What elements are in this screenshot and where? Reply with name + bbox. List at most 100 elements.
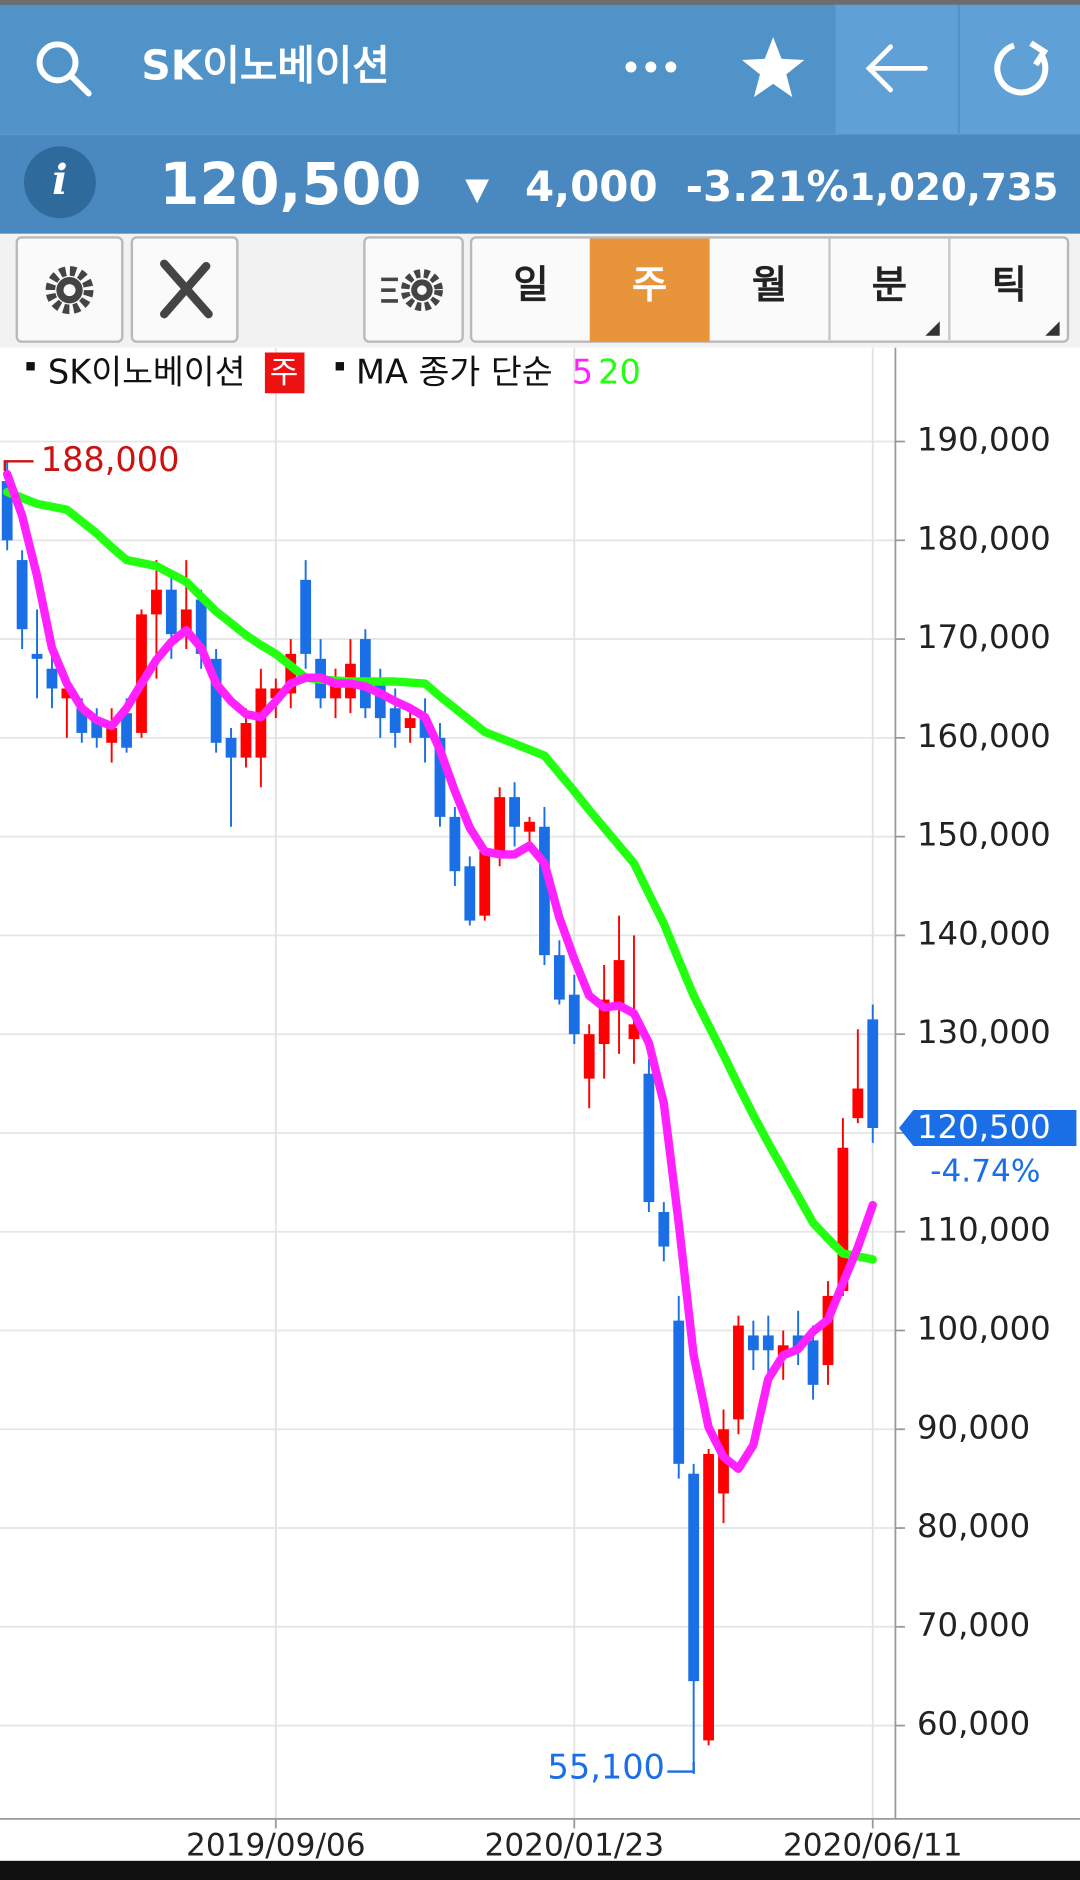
low-label: 55,100 <box>548 1748 665 1787</box>
favorite-star[interactable] <box>741 37 805 98</box>
period-tab[interactable]: 월 <box>752 263 787 308</box>
candle-body <box>404 718 416 728</box>
candle-body <box>106 727 118 743</box>
candle-body <box>673 1320 685 1464</box>
legend-indicator: MA 종가 단순 <box>356 353 553 392</box>
candle-body <box>195 599 207 654</box>
candle-body <box>359 639 371 709</box>
candle-body <box>151 589 162 615</box>
moving-average-line <box>2 487 877 1264</box>
search-handle <box>67 72 92 97</box>
change-direction: ▼ <box>465 172 489 208</box>
candle-body <box>539 826 550 956</box>
candle-body <box>703 1453 714 1741</box>
candle-body <box>837 1147 849 1291</box>
candle-body <box>165 589 177 635</box>
candle-body <box>613 960 625 1005</box>
search-icon[interactable] <box>36 41 92 97</box>
y-tick-label: 180,000 <box>917 519 1051 557</box>
period-tab-active[interactable] <box>589 238 710 342</box>
candle-body <box>464 866 476 921</box>
y-tick-label: 140,000 <box>917 914 1051 952</box>
legend-bullet <box>26 362 35 371</box>
settings-gear-hole <box>63 284 76 297</box>
candle-body <box>479 851 491 916</box>
tab-submenu-mark <box>925 321 940 336</box>
last-price-label: 120,500 <box>917 1108 1051 1146</box>
candle-body <box>733 1325 744 1420</box>
info-letter: i <box>52 156 67 204</box>
y-tick-label: 60,000 <box>917 1705 1030 1743</box>
refresh-icon <box>994 40 1049 96</box>
period-tab[interactable]: 주 <box>632 263 667 308</box>
last-price-tag <box>899 1110 1077 1146</box>
x-tick-label: 2020/01/23 <box>485 1827 665 1863</box>
candle-body <box>300 579 312 654</box>
candle-body <box>210 658 222 743</box>
legend-stock: SK이노베이션 <box>48 353 246 392</box>
legend-bullet <box>335 362 345 371</box>
quote-bar <box>0 134 1080 234</box>
candle-body <box>777 1345 789 1356</box>
y-tick-label: 160,000 <box>917 717 1051 755</box>
stock-name[interactable]: SK이노베이션 <box>141 41 389 89</box>
period-tab[interactable]: 틱 <box>992 263 1027 308</box>
search-circle <box>36 41 79 84</box>
indicator-gear-hole <box>417 285 427 295</box>
tools-icon <box>160 259 213 319</box>
candle-body <box>583 1034 595 1079</box>
candle-body <box>628 1024 640 1040</box>
candle-body <box>419 718 431 738</box>
candle-body <box>76 708 88 733</box>
candle-body <box>449 816 461 872</box>
high-marker-arrow <box>3 460 34 471</box>
candle-body <box>553 955 565 1000</box>
candle-body <box>822 1295 834 1366</box>
chart-area <box>0 347 1080 1819</box>
indicator-gear <box>400 269 443 312</box>
y-tick-label: 130,000 <box>917 1013 1051 1051</box>
y-tick-label: 110,000 <box>917 1211 1051 1249</box>
candle-body <box>867 1019 879 1129</box>
status-edge <box>0 0 1080 5</box>
candle-body <box>374 683 386 719</box>
refresh-button[interactable] <box>960 4 1080 135</box>
last-change-label: -4.74% <box>930 1153 1040 1189</box>
volume: 1,020,735 <box>849 166 1058 209</box>
settings-gear <box>45 266 94 315</box>
candle-body <box>598 999 610 1045</box>
candle-body <box>121 713 132 748</box>
period-tab[interactable]: 분 <box>872 263 907 308</box>
candle-body <box>91 718 103 738</box>
candle-body <box>807 1340 819 1385</box>
y-tick-label: 90,000 <box>917 1408 1030 1446</box>
y-tick-label: 150,000 <box>917 816 1051 854</box>
indicator-lines <box>381 277 398 303</box>
y-tick-label: 70,000 <box>917 1606 1030 1644</box>
candle-body <box>240 723 252 758</box>
y-tick-label: 100,000 <box>917 1309 1051 1347</box>
candle-body <box>524 821 535 832</box>
period-tab[interactable]: 일 <box>513 263 548 308</box>
legend-entry: 20 <box>598 353 641 392</box>
candle-body <box>568 994 580 1035</box>
candle-body <box>270 688 282 699</box>
y-tick-label: 80,000 <box>917 1507 1030 1545</box>
price-change: 4,000 <box>525 162 658 211</box>
candle-body <box>747 1335 759 1351</box>
info-button[interactable] <box>23 146 96 219</box>
candle-body <box>688 1473 700 1682</box>
candle-body <box>434 737 446 817</box>
refresh-arc <box>994 42 1049 96</box>
candle-body <box>46 668 58 689</box>
candle-body <box>852 1088 864 1119</box>
plot <box>0 347 896 1819</box>
high-label: 188,000 <box>41 440 180 479</box>
x-tick-label: 2019/09/06 <box>186 1827 366 1863</box>
candle-body <box>31 653 43 659</box>
moving-average-line <box>2 469 877 1473</box>
more-menu[interactable]: ••• <box>621 51 681 87</box>
